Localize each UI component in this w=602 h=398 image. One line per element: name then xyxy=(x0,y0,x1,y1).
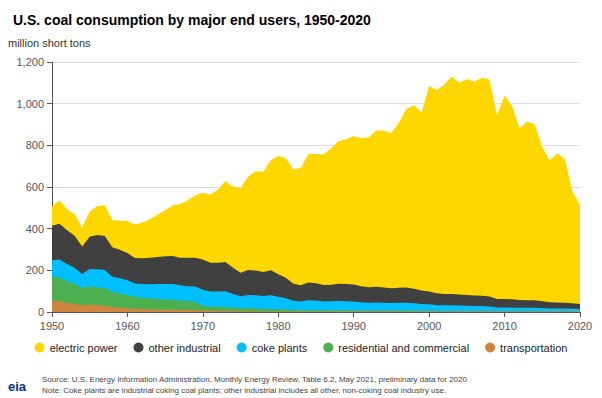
svg-text:other industrial: other industrial xyxy=(148,342,220,354)
svg-text:1950: 1950 xyxy=(40,320,64,332)
svg-text:600: 600 xyxy=(26,181,44,193)
svg-text:Source: U.S. Energy Informatio: Source: U.S. Energy Information Administ… xyxy=(42,375,468,384)
svg-text:800: 800 xyxy=(26,139,44,151)
svg-text:million short tons: million short tons xyxy=(8,37,91,49)
svg-text:1960: 1960 xyxy=(115,320,139,332)
svg-text:1990: 1990 xyxy=(341,320,365,332)
svg-text:2000: 2000 xyxy=(417,320,441,332)
svg-text:Note: Coke plants are industri: Note: Coke plants are industrial coking … xyxy=(42,386,446,395)
svg-text:residential and commercial: residential and commercial xyxy=(338,342,469,354)
svg-text:1,000: 1,000 xyxy=(16,98,44,110)
svg-text:1980: 1980 xyxy=(266,320,290,332)
svg-text:400: 400 xyxy=(26,223,44,235)
svg-text:2010: 2010 xyxy=(492,320,516,332)
svg-text:U.S. coal consumption by major: U.S. coal consumption by major end users… xyxy=(13,12,371,28)
svg-text:1,200: 1,200 xyxy=(16,56,44,68)
svg-text:2020: 2020 xyxy=(568,320,592,332)
svg-text:eia: eia xyxy=(8,379,27,394)
svg-text:coke plants: coke plants xyxy=(252,342,308,354)
svg-text:electric power: electric power xyxy=(50,342,118,354)
svg-text:200: 200 xyxy=(26,264,44,276)
svg-text:1970: 1970 xyxy=(191,320,215,332)
svg-text:0: 0 xyxy=(38,306,44,318)
svg-text:transportation: transportation xyxy=(500,342,567,354)
